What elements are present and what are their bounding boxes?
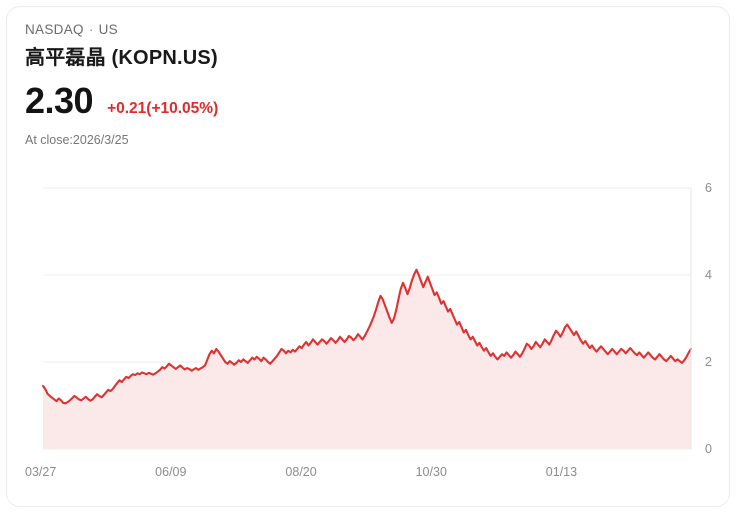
y-axis-tick-label: 4 [705, 268, 712, 282]
exchange-row: NASDAQ · US [25, 21, 711, 39]
x-axis-tick-label: 06/09 [155, 465, 187, 479]
market-status-note: At close:2026/3/25 [25, 133, 129, 147]
y-axis-tick-label: 2 [705, 355, 712, 369]
exchange-separator: · [88, 22, 94, 37]
x-axis-tick-label: 01/13 [545, 465, 578, 479]
exchange-region: US [98, 22, 118, 37]
last-price: 2.30 [25, 80, 94, 121]
exchange-name: NASDAQ [25, 22, 84, 37]
price-row: 2.30 +0.21(+10.05%) [25, 80, 711, 122]
quote-header: NASDAQ · US 高平磊晶 (KOPN.US) 2.30 +0.21(+10.… [25, 21, 711, 149]
page-title: 高平磊晶 (KOPN.US) [25, 47, 218, 69]
price-area-fill [43, 269, 691, 449]
y-axis-tick-label: 0 [705, 442, 712, 456]
x-axis-tick-label: 10/30 [415, 465, 447, 479]
x-axis-tick-label: 08/20 [285, 465, 317, 479]
price-change: +0.21(+10.05%) [107, 100, 219, 117]
price-chart[interactable]: 0 2 4 6 03/27 06/09 08/20 10/30 01/13 [7, 169, 730, 489]
x-axis-tick-label: 03/27 [25, 465, 57, 479]
price-chart-svg[interactable] [7, 169, 730, 489]
y-axis-tick-label: 6 [705, 181, 712, 195]
stock-quote-card: NASDAQ · US 高平磊晶 (KOPN.US) 2.30 +0.21(+10.… [6, 6, 730, 507]
price-line [41, 268, 693, 405]
